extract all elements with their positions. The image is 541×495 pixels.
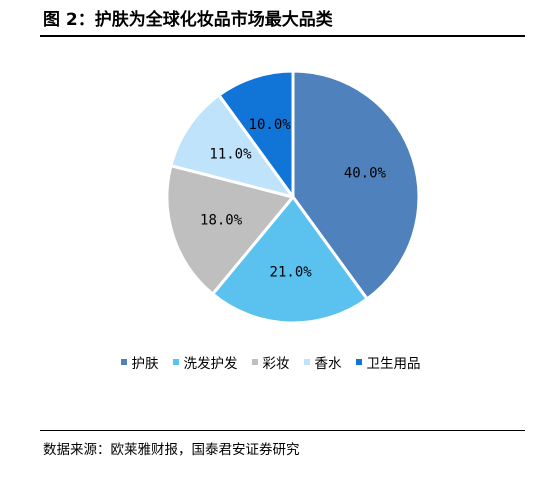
legend-item: 洗发护发 <box>172 352 238 372</box>
legend-item: 彩妆 <box>251 352 290 372</box>
legend-swatch <box>172 359 179 365</box>
slice-data-label: 18.0% <box>200 212 243 228</box>
legend-item: 卫生用品 <box>355 352 421 372</box>
legend-item: 香水 <box>303 352 342 372</box>
legend-item: 护肤 <box>120 352 159 372</box>
pie-slice <box>165 164 295 296</box>
pie-slice <box>291 69 421 301</box>
slice-data-label: 10.0% <box>249 117 292 133</box>
legend-label: 卫生用品 <box>366 356 421 372</box>
pie-slice <box>211 195 369 325</box>
slice-data-label: 21.0% <box>270 265 313 281</box>
legend-swatch <box>120 359 127 365</box>
slice-data-label: 11.0% <box>209 147 252 163</box>
pie-chart: 40.0% 21.0% 18.0% 11.0% 10.0% <box>165 69 421 325</box>
legend-swatch <box>251 359 258 365</box>
data-source-note: 数据来源：欧莱雅财报，国泰君安证券研究 <box>43 442 300 458</box>
chart-legend: 护肤 洗发护发 彩妆 香水 卫生用品 <box>0 351 541 373</box>
legend-label: 洗发护发 <box>183 356 238 372</box>
slice-data-label: 40.0% <box>344 166 387 182</box>
legend-swatch <box>303 359 310 365</box>
legend-label: 护肤 <box>131 356 159 372</box>
source-rule <box>40 430 525 431</box>
chart-title: 图 2：护肤为全球化妆品市场最大品类 <box>43 10 333 30</box>
pie-slice <box>169 93 295 199</box>
legend-label: 香水 <box>314 356 342 372</box>
legend-label: 彩妆 <box>262 356 290 372</box>
title-rule <box>40 35 525 37</box>
legend-swatch <box>355 359 362 365</box>
pie-slice <box>217 69 295 199</box>
